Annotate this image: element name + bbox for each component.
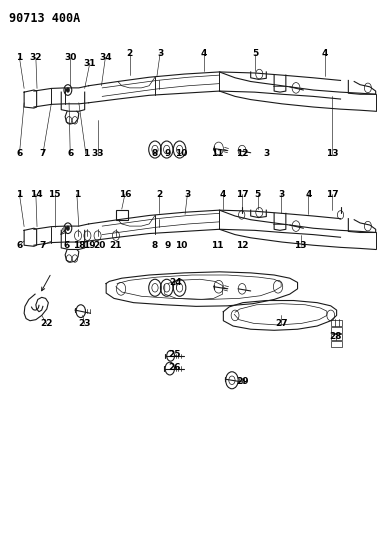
Text: 22: 22: [40, 319, 53, 328]
Text: 5: 5: [252, 50, 258, 58]
Text: 23: 23: [78, 319, 91, 328]
Text: 25: 25: [168, 350, 181, 359]
Text: 3: 3: [157, 50, 163, 58]
Text: 6: 6: [63, 241, 69, 250]
Text: 2: 2: [127, 50, 133, 58]
Text: 28: 28: [330, 332, 342, 341]
Text: 30: 30: [64, 53, 76, 62]
Text: 1: 1: [83, 149, 89, 158]
Text: 1: 1: [16, 53, 23, 62]
Text: 15: 15: [48, 190, 61, 199]
Text: 18: 18: [73, 241, 85, 250]
Text: 14: 14: [29, 190, 42, 199]
Text: 2: 2: [156, 190, 162, 199]
Text: 34: 34: [99, 53, 112, 62]
Text: 16: 16: [119, 190, 131, 199]
Text: 1: 1: [74, 190, 80, 199]
Text: 9: 9: [165, 149, 171, 158]
Text: 21: 21: [110, 241, 122, 250]
Text: 4: 4: [305, 190, 312, 199]
Text: 26: 26: [168, 363, 181, 372]
Text: 20: 20: [93, 241, 105, 250]
Text: 4: 4: [201, 50, 207, 58]
Text: 8: 8: [152, 149, 158, 158]
Text: 1: 1: [16, 190, 23, 199]
Text: 6: 6: [16, 149, 23, 158]
Text: 6: 6: [16, 241, 23, 250]
Text: 10: 10: [175, 149, 187, 158]
Text: 12: 12: [236, 241, 249, 250]
Text: 7: 7: [40, 241, 46, 250]
Text: 27: 27: [275, 319, 287, 328]
Text: 31: 31: [83, 59, 96, 68]
Text: 5: 5: [254, 190, 261, 199]
Circle shape: [66, 87, 70, 93]
Text: 4: 4: [220, 190, 226, 199]
Text: 9: 9: [165, 241, 171, 250]
Text: 19: 19: [83, 241, 96, 250]
Text: 13: 13: [326, 149, 338, 158]
Text: 10: 10: [175, 241, 187, 250]
Text: 8: 8: [152, 241, 158, 250]
Text: 3: 3: [278, 190, 284, 199]
Text: 17: 17: [326, 190, 338, 199]
Text: 4: 4: [322, 50, 328, 58]
Text: 6: 6: [67, 149, 73, 158]
Text: 3: 3: [184, 190, 191, 199]
Text: 29: 29: [236, 377, 249, 386]
Text: 90713 400A: 90713 400A: [9, 12, 80, 26]
Text: 3: 3: [263, 149, 269, 158]
Text: 24: 24: [169, 278, 182, 287]
Text: 11: 11: [211, 241, 224, 250]
Circle shape: [66, 225, 70, 231]
Text: 13: 13: [294, 241, 307, 250]
Text: 12: 12: [236, 149, 249, 158]
Text: 7: 7: [40, 149, 46, 158]
Text: 17: 17: [236, 190, 249, 199]
Text: 11: 11: [211, 149, 224, 158]
Text: 32: 32: [30, 53, 42, 62]
Text: 33: 33: [91, 149, 104, 158]
